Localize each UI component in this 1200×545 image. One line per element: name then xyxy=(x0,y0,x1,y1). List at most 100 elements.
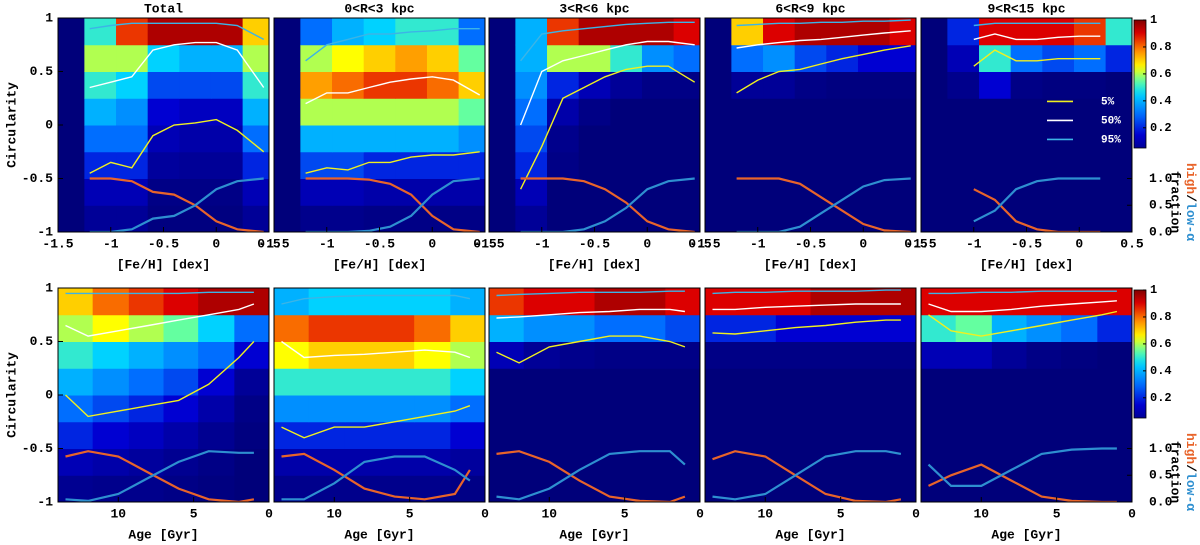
heatmap-cell xyxy=(458,98,485,126)
heatmap-cell xyxy=(450,314,485,342)
heatmap-cell xyxy=(1061,341,1098,369)
heatmap-cell xyxy=(673,44,700,72)
x-axis-label: Age [Gyr] xyxy=(775,527,845,542)
heatmap-cell xyxy=(610,98,643,126)
series-line xyxy=(89,177,264,232)
heatmap-cell xyxy=(578,98,611,126)
heatmap-cell xyxy=(673,71,700,99)
heatmap-cell xyxy=(673,151,700,179)
heatmap-cell xyxy=(426,125,460,153)
heatmap-cell xyxy=(210,44,244,72)
heatmap-cell xyxy=(58,448,94,476)
heatmap-cell xyxy=(731,178,764,206)
heatmap-cell xyxy=(274,475,310,502)
heatmap-cell xyxy=(947,178,980,206)
heatmap-cell xyxy=(523,288,561,316)
heatmap-cell xyxy=(547,205,580,232)
heatmap-cell xyxy=(274,421,310,449)
heatmap-cell xyxy=(857,98,891,126)
series-line xyxy=(65,291,254,295)
heatmap-cell xyxy=(523,448,561,476)
heatmap-cell xyxy=(947,18,980,46)
heatmap-cell xyxy=(414,314,451,342)
heatmap-cell xyxy=(947,71,980,99)
heatmap-cell xyxy=(363,44,396,72)
series-line xyxy=(281,294,471,305)
heatmap-cell xyxy=(234,395,269,423)
series-line xyxy=(89,41,265,89)
heatmap-cell xyxy=(58,368,94,396)
heatmap-cell xyxy=(881,341,916,369)
heatmap-cell xyxy=(641,71,675,99)
heatmap-cell xyxy=(921,475,957,502)
heatmap-cell xyxy=(889,125,916,153)
heatmap-cell xyxy=(147,125,180,153)
heatmap-cell xyxy=(116,18,149,46)
x-tick-label: 10 xyxy=(973,506,989,521)
y2-tick-label: 0.5 xyxy=(1149,198,1173,213)
heatmap-cell xyxy=(379,341,415,369)
heatmap-cell xyxy=(300,71,333,99)
heatmap-cell xyxy=(1097,448,1132,476)
series-line xyxy=(712,289,901,295)
heatmap-cell xyxy=(1061,421,1098,449)
heatmap-cell xyxy=(308,314,346,342)
y-tick-label: -1 xyxy=(37,494,53,509)
heatmap-cell xyxy=(629,341,666,369)
heatmap-cell xyxy=(889,44,916,72)
x-tick-label: 5 xyxy=(621,506,629,521)
heatmap-cell xyxy=(458,44,485,72)
x-tick-label: -0.5 xyxy=(148,236,179,251)
heatmap-cell xyxy=(705,368,741,396)
plot-frame xyxy=(704,287,917,503)
heatmap-cell xyxy=(92,314,130,342)
heatmap-cell xyxy=(489,395,525,423)
heatmap-cell xyxy=(210,71,244,99)
heatmap-cell xyxy=(458,151,485,179)
y-axis-label: Circularity xyxy=(4,82,19,168)
heatmap-cell xyxy=(731,44,764,72)
heatmap-cell xyxy=(665,368,700,396)
heatmap-cell xyxy=(1073,98,1107,126)
heatmap-cell xyxy=(955,341,993,369)
heatmap-cell xyxy=(523,475,561,502)
heatmap-cell xyxy=(794,71,827,99)
x-axis-label: Age [Gyr] xyxy=(991,527,1061,542)
x-tick-label: 0 xyxy=(643,236,651,251)
panel xyxy=(58,18,269,232)
heatmap-cell xyxy=(955,421,993,449)
series-line xyxy=(973,49,1101,67)
heatmap-cell xyxy=(1105,125,1132,153)
y-tick-label: 1 xyxy=(45,280,53,295)
heatmap-cell xyxy=(92,341,130,369)
heatmap-cell xyxy=(1042,18,1075,46)
heatmap-cell xyxy=(775,475,811,502)
plot-frame xyxy=(273,287,486,503)
heatmap-cell xyxy=(489,368,525,396)
heatmap-cell xyxy=(128,341,164,369)
heatmap-cell xyxy=(379,395,415,423)
heatmap-cell xyxy=(731,205,764,232)
y2-tick-label: 1.0 xyxy=(1149,441,1173,456)
heatmap-cell xyxy=(332,125,365,153)
heatmap-cell xyxy=(515,178,548,206)
heatmap-cell xyxy=(458,205,485,232)
heatmap-cell xyxy=(379,288,415,316)
heatmap-cell xyxy=(414,288,451,316)
heatmap-cell xyxy=(515,98,548,126)
heatmap-cell xyxy=(1097,368,1132,396)
series-line xyxy=(712,450,902,501)
heatmap-cell xyxy=(739,368,777,396)
y-tick-label: -1 xyxy=(37,224,53,239)
heatmap-cell xyxy=(629,368,666,396)
x-axis-label: [Fe/H] [dex] xyxy=(117,257,211,272)
heatmap-cell xyxy=(881,368,916,396)
heatmap-cell xyxy=(1073,71,1107,99)
x-axis-label: [Fe/H] [dex] xyxy=(980,257,1074,272)
y-tick-label: -0.5 xyxy=(22,171,53,186)
heatmap-cell xyxy=(395,98,428,126)
heatmap-cell xyxy=(881,314,916,342)
heatmap-cell xyxy=(489,421,525,449)
heatmap-cell xyxy=(523,421,561,449)
heatmap-cell xyxy=(1073,178,1107,206)
